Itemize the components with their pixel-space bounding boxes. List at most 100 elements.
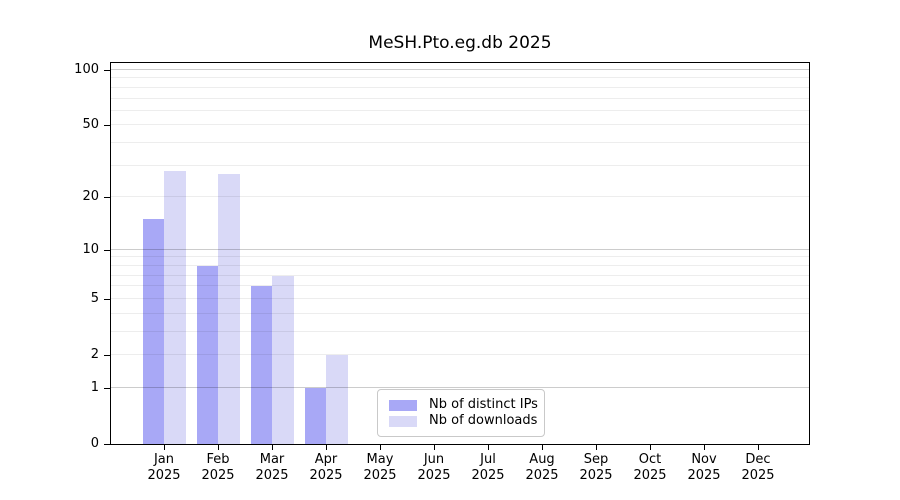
minor-gridline-6 bbox=[111, 285, 809, 287]
x-tick-year: 2025 bbox=[255, 468, 289, 483]
bar-distinct-ips-mar bbox=[250, 286, 272, 444]
y-tick-label-1: 1 bbox=[90, 379, 99, 395]
x-tick-month: Apr bbox=[314, 452, 338, 467]
legend-label-downloads: Nb of downloads bbox=[429, 413, 538, 428]
x-tick-year: 2025 bbox=[417, 468, 451, 483]
bar-distinct-ips-feb bbox=[196, 265, 218, 444]
bar-downloads-apr bbox=[326, 355, 348, 444]
minor-gridline-50 bbox=[111, 124, 809, 126]
x-tick-label-feb: Feb 2025 bbox=[186, 452, 250, 484]
minor-gridline-40 bbox=[111, 142, 809, 144]
x-tick-oct bbox=[650, 445, 651, 450]
y-tick-label-2: 2 bbox=[90, 347, 99, 362]
x-tick-feb bbox=[218, 445, 219, 450]
y-tick-label-5: 5 bbox=[90, 290, 99, 306]
x-tick-month: Sep bbox=[583, 452, 609, 467]
x-tick-jan bbox=[164, 445, 165, 450]
y-tick-0 bbox=[104, 444, 110, 445]
bars-layer bbox=[111, 63, 809, 444]
x-tick-label-nov: Nov 2025 bbox=[672, 452, 736, 484]
x-tick-label-jul: Jul 2025 bbox=[456, 452, 520, 484]
plot-area bbox=[110, 62, 810, 445]
x-tick-year: 2025 bbox=[633, 468, 667, 483]
x-tick-year: 2025 bbox=[525, 468, 559, 483]
y-tick-label-20: 20 bbox=[82, 189, 99, 205]
y-tick-1 bbox=[104, 387, 110, 389]
bar-distinct-ips-apr bbox=[304, 387, 326, 444]
x-tick-label-jun: Jun 2025 bbox=[402, 452, 466, 484]
y-tick-label-0: 0 bbox=[90, 436, 99, 451]
y-tick-50 bbox=[104, 125, 110, 127]
legend-swatch-downloads bbox=[389, 415, 417, 427]
minor-gridline-20 bbox=[111, 196, 809, 198]
y-tick-5 bbox=[104, 298, 110, 300]
x-tick-year: 2025 bbox=[741, 468, 775, 483]
gridlines-layer bbox=[111, 63, 809, 444]
x-tick-month: Feb bbox=[206, 452, 230, 467]
minor-gridline-2 bbox=[111, 354, 809, 355]
x-tick-month: Oct bbox=[638, 452, 662, 467]
x-tick-label-oct: Oct 2025 bbox=[618, 452, 682, 484]
x-tick-label-jan: Jan 2025 bbox=[132, 452, 196, 484]
x-tick-may bbox=[380, 445, 381, 450]
legend-row-distinct-ips: Nb of distinct IPs bbox=[389, 397, 538, 413]
x-tick-month: Jul bbox=[480, 452, 496, 467]
x-tick-month: Jan bbox=[153, 452, 175, 467]
x-tick-apr bbox=[326, 445, 327, 450]
x-tick-year: 2025 bbox=[471, 468, 505, 483]
x-tick-aug bbox=[542, 445, 543, 450]
y-tick-label-100: 100 bbox=[74, 62, 99, 77]
minor-gridline-60 bbox=[111, 109, 809, 111]
y-tick-100 bbox=[104, 70, 110, 71]
x-tick-year: 2025 bbox=[147, 468, 181, 483]
x-tick-month: Aug bbox=[529, 452, 555, 467]
x-tick-month: Jun bbox=[423, 452, 445, 467]
y-tick-10 bbox=[104, 249, 110, 251]
minor-gridline-90 bbox=[111, 77, 809, 79]
x-tick-jun bbox=[434, 445, 435, 450]
minor-gridline-30 bbox=[111, 164, 809, 166]
x-tick-label-dec: Dec 2025 bbox=[726, 452, 790, 484]
x-tick-year: 2025 bbox=[201, 468, 235, 483]
x-tick-month: Nov bbox=[691, 452, 717, 467]
x-tick-year: 2025 bbox=[363, 468, 397, 483]
x-tick-label-mar: Mar 2025 bbox=[240, 452, 304, 484]
minor-gridline-3 bbox=[111, 330, 809, 332]
major-gridline-1 bbox=[111, 386, 809, 388]
y-tick-label-50: 50 bbox=[82, 117, 99, 133]
x-tick-sep bbox=[596, 445, 597, 450]
y-tick-20 bbox=[104, 197, 110, 199]
x-tick-year: 2025 bbox=[687, 468, 721, 483]
x-tick-dec bbox=[758, 445, 759, 450]
major-gridline-100 bbox=[111, 69, 809, 70]
bar-distinct-ips-jan bbox=[142, 219, 164, 444]
minor-gridline-5 bbox=[111, 297, 809, 299]
x-tick-label-may: May 2025 bbox=[348, 452, 412, 484]
x-tick-label-aug: Aug 2025 bbox=[510, 452, 574, 484]
x-tick-label-sep: Sep 2025 bbox=[564, 452, 628, 484]
minor-gridline-4 bbox=[111, 312, 809, 314]
bar-downloads-jan bbox=[164, 171, 186, 444]
bar-downloads-feb bbox=[218, 174, 240, 444]
x-tick-mar bbox=[272, 445, 273, 450]
x-tick-label-apr: Apr 2025 bbox=[294, 452, 358, 484]
x-tick-month: Dec bbox=[745, 452, 771, 467]
bar-downloads-mar bbox=[272, 275, 294, 444]
x-tick-nov bbox=[704, 445, 705, 450]
x-tick-year: 2025 bbox=[309, 468, 343, 483]
minor-gridline-70 bbox=[111, 97, 809, 99]
legend: Nb of distinct IPs Nb of downloads bbox=[377, 389, 545, 437]
chart-title: MeSH.Pto.eg.db 2025 bbox=[368, 33, 552, 53]
legend-row-downloads: Nb of downloads bbox=[389, 413, 537, 429]
x-tick-month: Mar bbox=[259, 452, 285, 467]
minor-gridline-8 bbox=[111, 264, 809, 266]
legend-label-distinct-ips: Nb of distinct IPs bbox=[429, 397, 538, 412]
y-tick-2 bbox=[104, 355, 110, 356]
x-tick-year: 2025 bbox=[579, 468, 613, 483]
minor-gridline-7 bbox=[111, 274, 809, 276]
y-tick-label-10: 10 bbox=[82, 241, 99, 257]
x-tick-jul bbox=[488, 445, 489, 450]
legend-swatch-distinct-ips bbox=[389, 399, 417, 411]
major-gridline-10 bbox=[111, 248, 809, 250]
